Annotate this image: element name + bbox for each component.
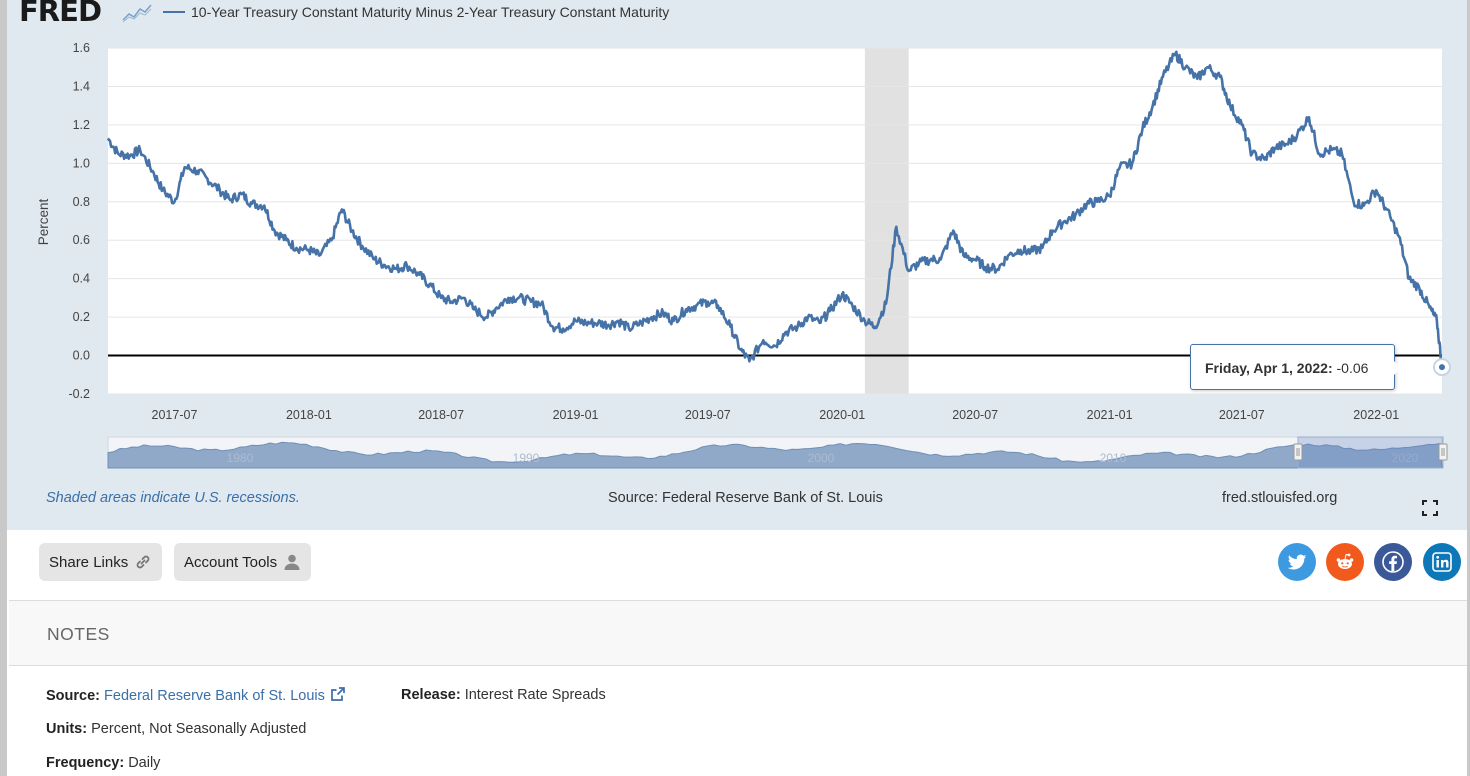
recession-band (864, 48, 909, 394)
source-label: Source: (46, 688, 100, 704)
fred-logo-sparkline-icon (121, 2, 153, 24)
share-links-label: Share Links (49, 553, 129, 571)
notes-header[interactable]: NOTES (9, 600, 1467, 666)
tooltip-value: -0.06 (1336, 360, 1369, 376)
y-tick-label: 1.2 (73, 118, 90, 132)
series-line (106, 50, 1443, 369)
account-tools-label: Account Tools (184, 553, 278, 571)
navigator-label: 2010 (1100, 451, 1127, 465)
notes-source-row: Source: Federal Reserve Bank of St. Loui… (46, 687, 345, 704)
notes-title: NOTES (47, 624, 110, 644)
y-tick-label: 1.6 (73, 41, 90, 55)
twitter-share-button[interactable] (1278, 543, 1316, 581)
x-tick-label: 2021-01 (1087, 408, 1133, 422)
facebook-share-button[interactable] (1374, 543, 1412, 581)
tooltip-date: Friday, Apr 1, 2022: (1205, 360, 1333, 376)
x-tick-label: 2019-07 (685, 408, 731, 422)
navigator-label: 2020 (1392, 451, 1419, 465)
frequency-value: Daily (128, 755, 161, 771)
x-tick-label: 2018-01 (286, 408, 332, 422)
x-tick-label: 2022-01 (1353, 408, 1399, 422)
navigator-handle-left[interactable] (1293, 443, 1303, 461)
reddit-icon (1336, 553, 1354, 569)
y-tick-label: -0.2 (68, 387, 90, 401)
link-icon (136, 555, 150, 569)
notes-release-row: Release: Interest Rate Spreads (401, 687, 606, 703)
y-tick-label: 0.0 (73, 349, 90, 363)
recession-note: Shaded areas indicate U.S. recessions. (46, 490, 300, 506)
notes-frequency-row: Frequency: Daily (46, 755, 160, 771)
x-tick-label: 2021-07 (1219, 408, 1265, 422)
plot-area (108, 48, 1442, 394)
legend-label: 10-Year Treasury Constant Maturity Minus… (191, 4, 670, 20)
share-links-button[interactable]: Share Links (39, 543, 163, 581)
release-label: Release: (401, 687, 461, 703)
hover-point (1439, 364, 1445, 371)
linkedin-icon (1432, 552, 1452, 572)
account-tools-button[interactable]: Account Tools (174, 543, 312, 581)
fullscreen-icon[interactable] (1422, 500, 1438, 516)
linkedin-share-button[interactable] (1423, 543, 1461, 581)
chart-source-note: Source: Federal Reserve Bank of St. Loui… (608, 490, 883, 506)
y-tick-label: 1.4 (73, 79, 90, 93)
data-tooltip: Friday, Apr 1, 2022: -0.06 (1190, 344, 1395, 390)
frequency-label: Frequency: (46, 755, 125, 771)
x-tick-label: 2020-01 (819, 408, 865, 422)
notes-units-row: Units: Percent, Not Seasonally Adjusted (46, 721, 306, 737)
external-link-icon[interactable] (331, 687, 345, 701)
navigator-label: 1980 (227, 451, 254, 465)
chart-svg[interactable]: 1.6 1.4 1.2 1.0 0.8 0.6 0.4 0.2 0.0 -0.2 2017-07 2… (7, 0, 1467, 530)
legend-swatch (163, 11, 185, 13)
y-tick-label: 0.6 (73, 233, 90, 247)
release-value: Interest Rate Spreads (464, 687, 606, 703)
navigator-selection (1297, 436, 1444, 469)
navigator-label: 2000 (808, 451, 835, 465)
navigator-handle-right[interactable] (1438, 443, 1448, 461)
units-label: Units: (46, 721, 88, 737)
y-tick-label: 0.8 (73, 195, 90, 209)
reddit-share-button[interactable] (1326, 543, 1364, 581)
site-credit[interactable]: fred.stlouisfed.org (1222, 490, 1338, 506)
x-tick-label: 2018-07 (418, 408, 464, 422)
navigator-series (107, 441, 1443, 469)
tooltip-arrow (1393, 360, 1401, 376)
fred-logo[interactable]: FRED (19, 0, 102, 28)
facebook-icon (1382, 551, 1404, 573)
x-tick-label: 2020-07 (952, 408, 998, 422)
units-value: Percent, Not Seasonally Adjusted (91, 721, 307, 737)
y-axis-label: Percent (36, 198, 51, 245)
source-link[interactable]: Federal Reserve Bank of St. Louis (104, 688, 325, 704)
x-tick-label: 2019-01 (553, 408, 599, 422)
y-tick-label: 0.4 (73, 272, 90, 286)
y-tick-label: 0.2 (73, 310, 90, 324)
twitter-icon (1287, 554, 1307, 570)
y-tick-label: 1.0 (73, 156, 90, 170)
x-tick-label: 2017-07 (152, 408, 198, 422)
chart-legend: 10-Year Treasury Constant Maturity Minus… (163, 4, 669, 20)
navigator-label: 1990 (513, 451, 540, 465)
user-icon (284, 554, 300, 570)
